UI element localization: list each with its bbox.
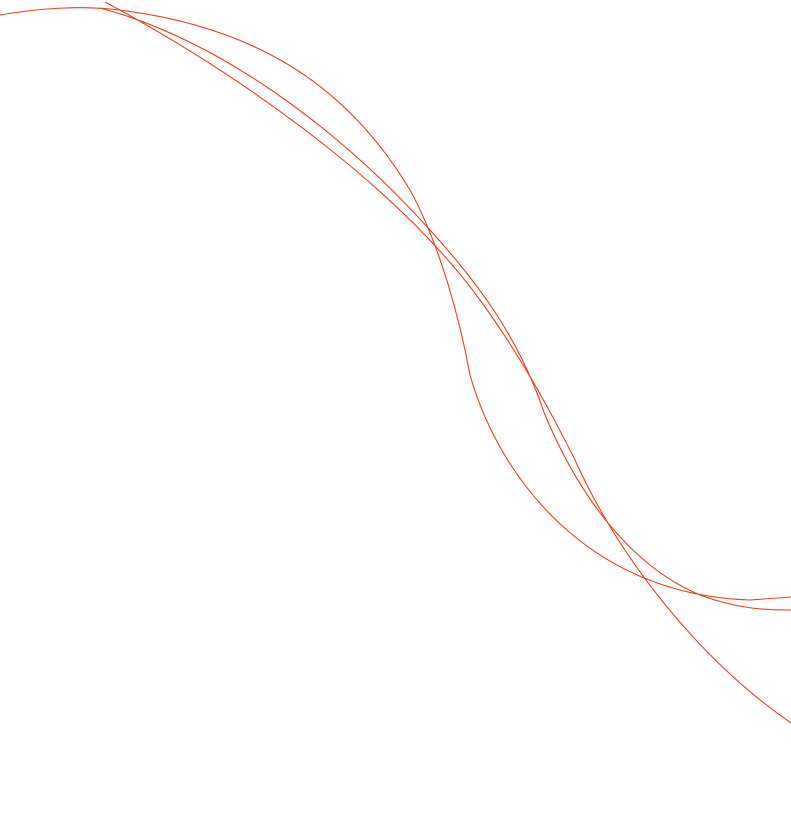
- curve-3: [104, 1, 791, 724]
- curve-1: [0, 7, 791, 601]
- curve-2: [99, 7, 791, 611]
